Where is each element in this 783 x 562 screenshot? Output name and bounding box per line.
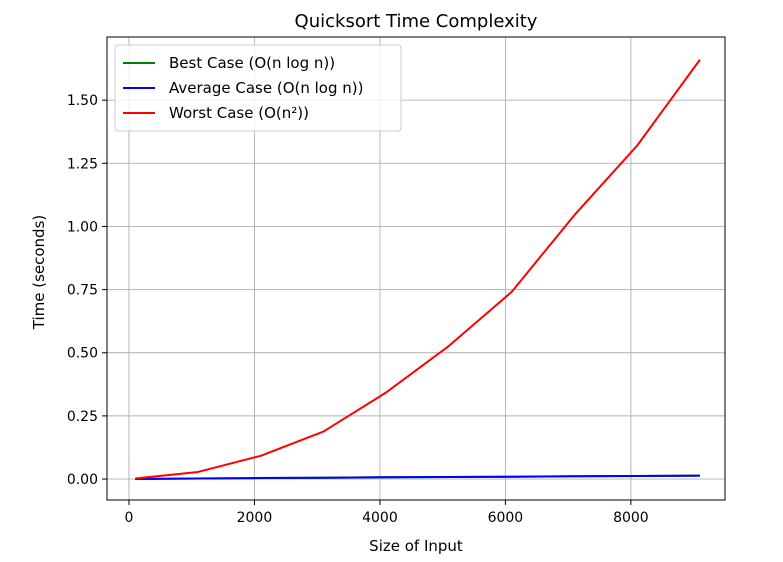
legend: Best Case (O(n log n)) Average Case (O(n …: [114, 44, 402, 132]
x-tick-label: 8000: [613, 510, 649, 526]
series-lines: [135, 59, 701, 480]
y-tick-label: 1.50: [67, 93, 98, 109]
legend-label: Average Case (O(n log n)): [169, 79, 363, 97]
series-line-2: [135, 59, 701, 480]
x-tick-label: 0: [124, 510, 133, 526]
x-axis-ticks: 0 2000 4000 6000 8000: [124, 500, 649, 526]
x-tick-label: 6000: [488, 510, 524, 526]
y-tick-label: 0.00: [67, 472, 98, 488]
y-tick-label: 0.50: [67, 346, 98, 362]
y-tick-label: 1.00: [67, 219, 98, 235]
x-tick-label: 2000: [237, 510, 273, 526]
series-line-1: [135, 474, 700, 480]
y-axis-ticks: 0.00 0.25 0.50 0.75 1.00 1.25 1.50: [67, 93, 107, 488]
legend-box: [114, 44, 402, 132]
chart-title: Quicksort Time Complexity: [295, 11, 538, 32]
x-axis-label: Size of Input: [369, 537, 463, 555]
y-tick-label: 1.25: [67, 156, 98, 172]
legend-label: Best Case (O(n log n)): [169, 54, 335, 72]
legend-label: Worst Case (O(n²)): [169, 104, 309, 122]
x-tick-label: 4000: [362, 510, 398, 526]
y-axis-label: Time (seconds): [30, 215, 48, 331]
y-tick-label: 0.25: [67, 409, 98, 425]
plot-frame: [106, 36, 726, 501]
y-tick-label: 0.75: [67, 283, 98, 299]
